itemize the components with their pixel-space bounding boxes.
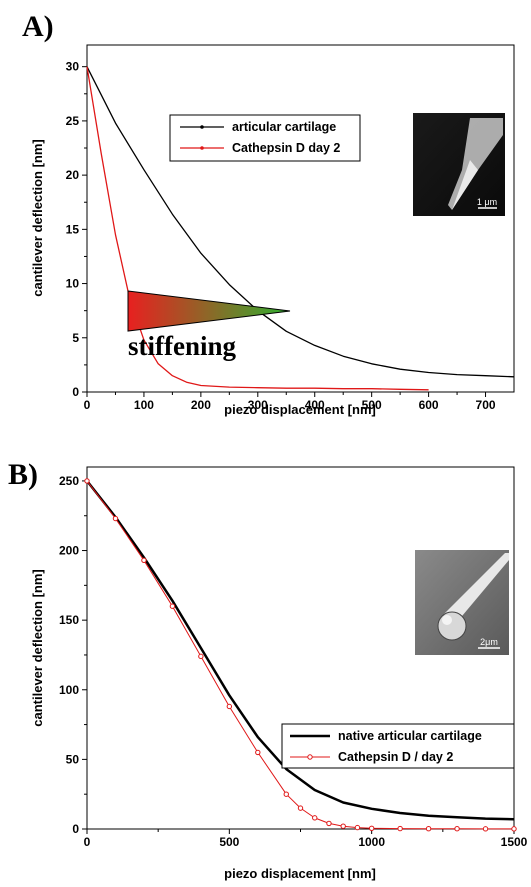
data-point-cathepsin-d-day-2-b-17 (482, 826, 489, 832)
y-tick-label-b-4: 200 (59, 544, 79, 558)
y-tick-label-b-1: 50 (66, 752, 80, 766)
x-tick-label-a-6: 600 (419, 398, 439, 412)
y-tick-label-a-3: 15 (66, 222, 80, 236)
legend-label-native-articular-cartilage: native articular cartilage (338, 729, 482, 743)
series-group-b (84, 478, 517, 832)
x-tick-label-b-2: 1000 (358, 835, 385, 849)
y-axis-title-b: cantilever deflection [nm] (30, 569, 45, 726)
legend-label-cathepsin-d-day-2-b: Cathepsin D / day 2 (338, 750, 453, 764)
legend-marker-articular-cartilage (200, 125, 204, 129)
panel-label-b: B) (8, 458, 38, 491)
stiffening-wedge (127, 290, 291, 332)
cantilever-arm-b (440, 553, 509, 628)
bead-highlight-b (442, 615, 452, 625)
y-axis-title-a: cantilever deflection [nm] (30, 139, 45, 296)
panel-a: A) 0 100 200 300 400 500 600 700 0 5 10 15 20 25 30 pi… (22, 10, 515, 417)
x-tick-label-a-4: 400 (305, 398, 325, 412)
series-line-cathepsin-d-day-2-a (86, 66, 429, 391)
data-point-cathepsin-d-day-2-b-4 (198, 653, 204, 660)
data-point-cathepsin-d-day-2-b-13 (368, 825, 375, 832)
data-point-cathepsin-d-day-2-b-10 (326, 820, 332, 827)
x-tick-label-a-3: 300 (248, 398, 268, 412)
legend-label-cathepsin-d-day-2: Cathepsin D day 2 (232, 141, 340, 155)
y-tick-label-a-6: 30 (66, 60, 80, 74)
x-tick-label-a-1: 100 (134, 398, 154, 412)
data-point-cathepsin-d-day-2-b-3 (169, 603, 176, 609)
panel-label-a: A) (22, 10, 54, 43)
legend-a: articular cartilage Cathepsin D day 2 (169, 114, 361, 162)
x-axis-title-b: piezo displacement [nm] (224, 866, 376, 881)
series-line-native-articular-cartilage-b (86, 480, 515, 821)
y-tick-label-b-0: 0 (72, 822, 79, 836)
y-tick-label-a-5: 25 (66, 114, 80, 128)
data-point-cathepsin-d-day-2-b-0 (84, 478, 90, 484)
inset-sem-image-b: 2μm (415, 550, 509, 655)
series-group-a (86, 66, 515, 391)
y-tick-label-b-2: 100 (59, 683, 79, 697)
data-point-cathepsin-d-day-2-b-12 (354, 824, 361, 831)
data-point-cathepsin-d-day-2-b-15 (425, 826, 432, 832)
legend-box-b (281, 723, 515, 769)
y-tick-label-a-4: 20 (66, 168, 80, 182)
data-point-cathepsin-d-day-2-b-7 (283, 791, 289, 797)
legend-marker-cathepsin-d-day-2-b (307, 754, 313, 760)
y-tick-label-a-0: 0 (72, 385, 79, 399)
panel-b: B) 0 500 1000 1500 0 50 100 150 200 250 piezo dis… (8, 458, 528, 881)
scale-bar-label-b: 2μm (480, 637, 498, 647)
data-point-cathepsin-d-day-2-b-5 (226, 703, 233, 710)
x-tick-label-a-0: 0 (84, 398, 91, 412)
y-tick-label-a-2: 10 (66, 277, 80, 291)
axis-ticks-a: 0 100 200 300 400 500 600 700 0 5 10 15 20 25 30 (66, 60, 496, 412)
inset-sem-image-a: 1 μm (413, 113, 505, 216)
data-point-cathepsin-d-day-2-b-16 (454, 826, 460, 832)
legend-box-a (169, 114, 361, 162)
data-point-cathepsin-d-day-2-b-8 (297, 805, 304, 811)
data-point-cathepsin-d-day-2-b-9 (312, 815, 318, 821)
x-tick-label-a-7: 700 (476, 398, 496, 412)
data-point-cathepsin-d-day-2-b-1 (112, 515, 119, 522)
stiffening-label: stiffening (128, 331, 237, 361)
data-point-cathepsin-d-day-2-b-18 (511, 826, 517, 832)
series-line-articular-cartilage-a (86, 66, 515, 378)
cantilever-tip-highlight-a (452, 160, 478, 210)
y-tick-label-b-5: 250 (59, 474, 79, 488)
axis-ticks-b: 0 500 1000 1500 0 50 100 150 200 250 (59, 474, 528, 849)
data-point-cathepsin-d-day-2-b-11 (340, 823, 346, 829)
x-tick-label-b-1: 500 (219, 835, 239, 849)
x-tick-label-a-2: 200 (191, 398, 211, 412)
bead-tip-b (437, 611, 467, 641)
x-tick-label-b-0: 0 (84, 835, 91, 849)
x-axis-title-a: piezo displacement [nm] (224, 402, 376, 417)
y-tick-label-b-3: 150 (59, 613, 79, 627)
legend-marker-cathepsin-d-day-2 (200, 146, 204, 150)
legend-label-articular-cartilage: articular cartilage (232, 120, 336, 134)
scale-bar-label-a: 1 μm (477, 197, 497, 207)
x-tick-label-b-3: 1500 (501, 835, 528, 849)
legend-b: native articular cartilage Cathepsin D /… (281, 723, 515, 769)
y-tick-label-a-1: 5 (72, 331, 79, 345)
data-point-cathepsin-d-day-2-b-6 (255, 749, 261, 756)
plot-frame-a (86, 44, 515, 393)
x-tick-label-a-5: 500 (362, 398, 382, 412)
data-point-cathepsin-d-day-2-b-2 (141, 557, 147, 563)
data-point-cathepsin-d-day-2-b-14 (397, 825, 403, 832)
